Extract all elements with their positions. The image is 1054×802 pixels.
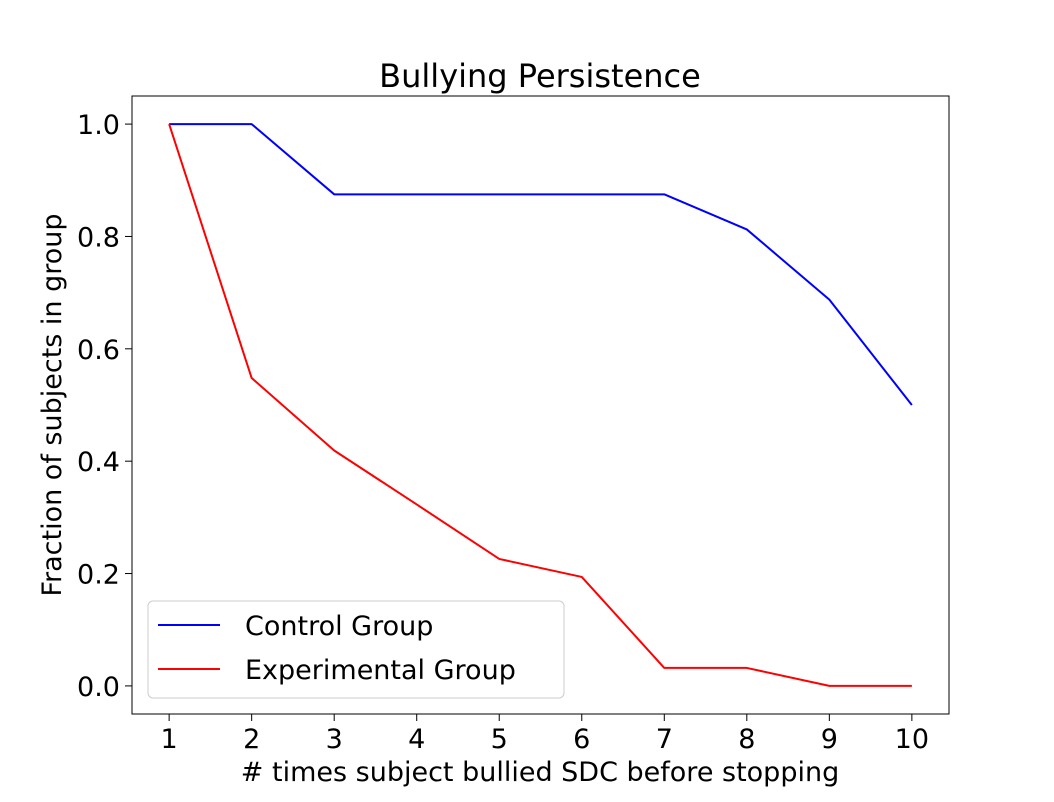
x-tick-label: 8 xyxy=(738,724,755,755)
x-tick-label: 5 xyxy=(491,724,508,755)
legend-label-control-group: Control Group xyxy=(245,611,433,642)
y-tick-label: 0.4 xyxy=(77,447,120,478)
x-axis: 1 2 3 4 5 6 7 8 9 10 xyxy=(161,714,929,755)
x-tick-label: 3 xyxy=(326,724,343,755)
plot-frame xyxy=(131,95,950,715)
legend-box xyxy=(147,600,565,699)
x-tick-label: 9 xyxy=(821,724,838,755)
series-line-control-group xyxy=(169,123,913,406)
x-tick-label: 1 xyxy=(161,724,178,755)
chart-title: Bullying Persistence xyxy=(379,57,701,95)
y-tick-label: 0.8 xyxy=(77,222,120,253)
legend: Control Group Experimental Group xyxy=(147,600,565,699)
y-tick-label: 0.2 xyxy=(77,560,120,591)
y-tick-label: 0.0 xyxy=(77,672,120,703)
y-axis: 0.0 0.2 0.4 0.6 0.8 1.0 xyxy=(77,110,132,703)
x-tick-label: 2 xyxy=(243,724,260,755)
x-axis-label: # times subject bullied SDC before stopp… xyxy=(241,757,839,788)
x-tick-label: 10 xyxy=(895,724,929,755)
x-tick-label: 4 xyxy=(408,724,425,755)
series-layer xyxy=(168,123,913,687)
x-tick-label: 6 xyxy=(573,724,590,755)
plot-area xyxy=(131,95,950,715)
series-line-experimental-group xyxy=(168,123,912,687)
y-axis-label: Fraction of subjects in group xyxy=(37,213,68,596)
legend-label-experimental-group: Experimental Group xyxy=(245,655,516,686)
x-tick-label: 7 xyxy=(656,724,673,755)
y-tick-label: 1.0 xyxy=(77,110,120,141)
y-tick-label: 0.6 xyxy=(77,335,120,366)
